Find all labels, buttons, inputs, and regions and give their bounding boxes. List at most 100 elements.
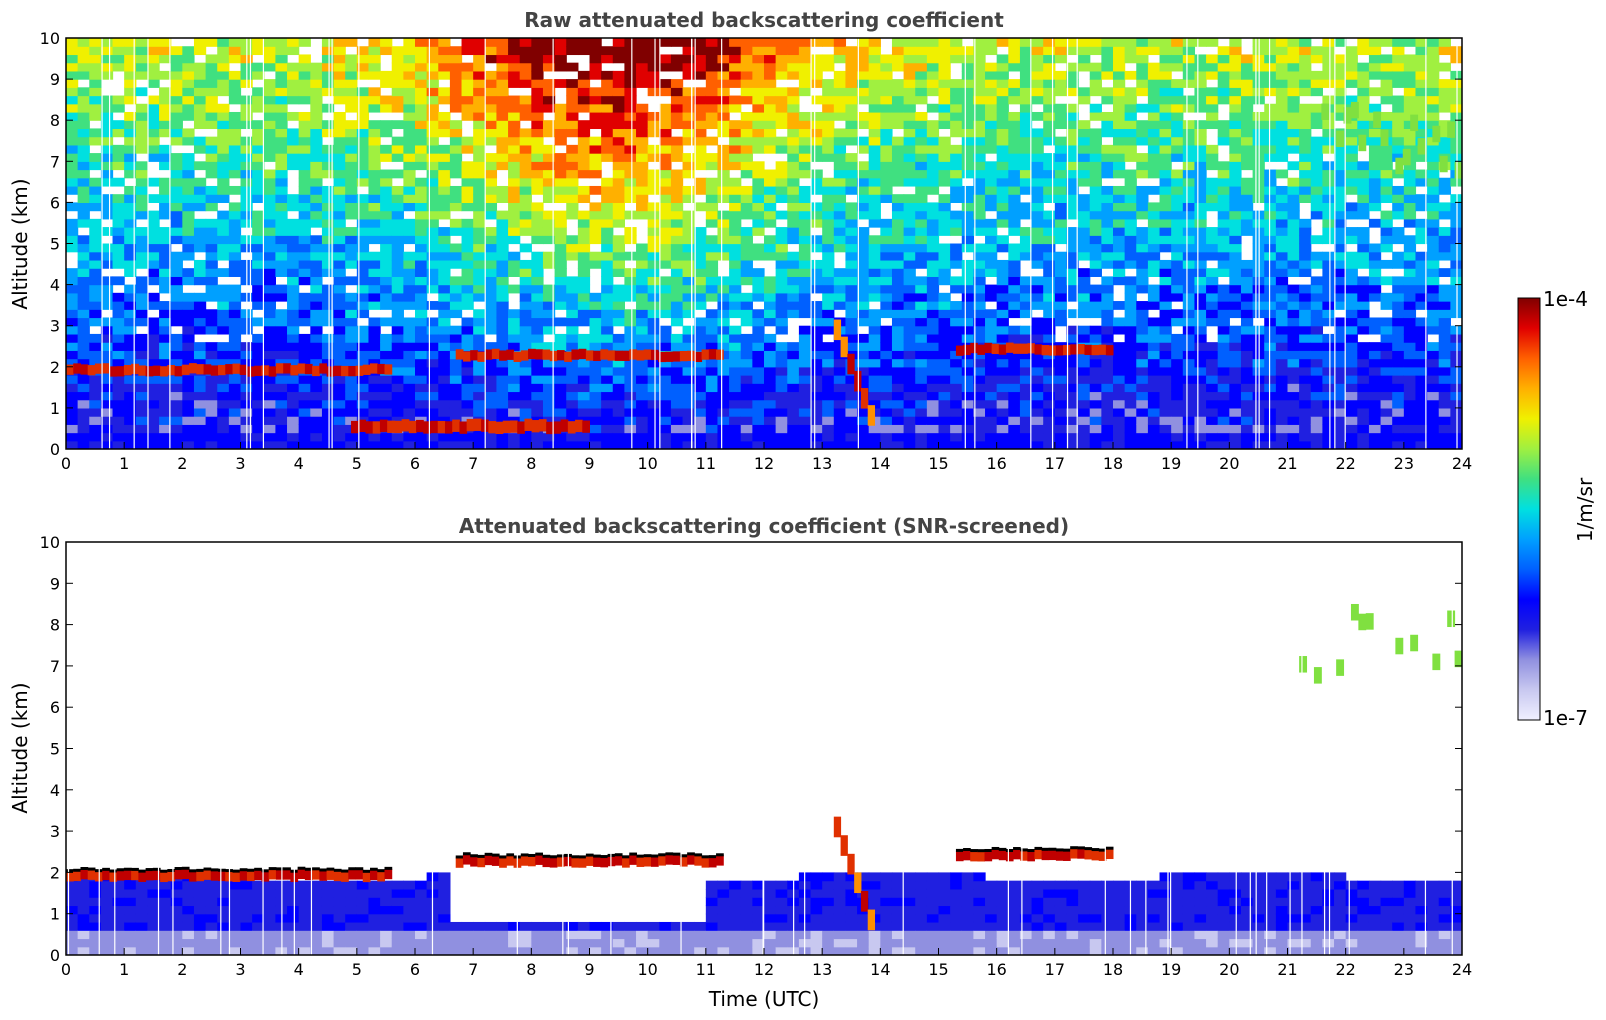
heatmap-cell — [380, 103, 393, 113]
heatmap-cell — [403, 268, 416, 277]
heatmap-cell — [601, 268, 614, 277]
heatmap-cell — [566, 416, 579, 425]
heatmap-cell — [135, 194, 149, 203]
heatmap-cell — [1275, 218, 1289, 228]
heatmap-cell — [670, 292, 684, 302]
heatmap-cell — [1043, 317, 1056, 327]
heatmap-cell — [764, 383, 777, 393]
heatmap-cell — [1031, 259, 1044, 269]
heatmap-cell — [356, 268, 370, 277]
heatmap-cell — [845, 169, 858, 179]
heatmap-cell — [554, 440, 567, 449]
heatmap-cell — [1147, 301, 1161, 310]
heatmap-cell — [857, 407, 870, 417]
heatmap-cell — [624, 120, 637, 130]
heatmap-cell — [659, 169, 672, 179]
heatmap-cell — [985, 87, 998, 97]
heatmap-cell — [903, 128, 916, 138]
heatmap-cell — [1136, 161, 1149, 171]
heatmap-cell — [1334, 218, 1347, 228]
heatmap-cell — [1124, 38, 1137, 47]
heatmap-cell — [1124, 111, 1137, 121]
heatmap-cell — [1031, 136, 1044, 146]
heatmap-cell — [1136, 128, 1149, 138]
heatmap-cell — [612, 185, 625, 195]
heatmap-cell — [577, 399, 591, 409]
heatmap-cell — [670, 342, 684, 351]
heatmap-cell — [1287, 350, 1300, 360]
heatmap-cell — [682, 407, 695, 417]
heatmap-cell — [833, 38, 847, 47]
heatmap-cell — [787, 218, 800, 228]
heatmap-cell — [1287, 62, 1300, 72]
heatmap-cell — [321, 243, 335, 253]
heatmap-cell — [833, 144, 847, 154]
heatmap-cell — [1299, 350, 1312, 360]
heatmap-cell — [508, 120, 521, 130]
heatmap-cell — [1217, 284, 1230, 294]
heatmap-cell — [1147, 407, 1161, 417]
heatmap-cell — [857, 70, 870, 80]
heatmap-cell — [1089, 227, 1102, 236]
heatmap-cell — [740, 251, 753, 261]
heatmap-cell — [287, 144, 300, 154]
heatmap-cell — [77, 251, 90, 261]
heatmap-cell — [973, 79, 986, 88]
heatmap-cell — [193, 424, 207, 434]
heatmap-cell — [449, 46, 463, 56]
heatmap-cell — [961, 358, 974, 368]
heatmap-cell — [112, 375, 125, 384]
heatmap-cell — [287, 416, 300, 425]
heatmap-cell — [1275, 292, 1289, 302]
heatmap-cell — [391, 399, 404, 409]
heatmap-cell — [263, 333, 276, 343]
heatmap-cell — [903, 399, 916, 409]
heatmap-cell — [833, 153, 847, 162]
heatmap-cell — [554, 103, 567, 113]
heatmap-cell — [263, 325, 276, 335]
heatmap-cell — [287, 79, 300, 88]
heatmap-cell — [1264, 424, 1277, 434]
heatmap-cell — [868, 251, 881, 261]
heatmap-cell — [566, 194, 579, 203]
heatmap-cell — [775, 366, 788, 376]
heatmap-cell — [961, 169, 974, 179]
heatmap-cell — [217, 70, 230, 80]
heatmap-cell — [961, 416, 974, 425]
heatmap-cell — [740, 46, 753, 56]
heatmap-cell — [508, 366, 521, 376]
heatmap-cell — [775, 46, 788, 56]
heatmap-cell — [636, 375, 649, 384]
heatmap-cell — [554, 391, 567, 401]
heatmap-cell — [798, 111, 812, 121]
heatmap-cell — [345, 259, 358, 269]
heatmap-cell — [368, 70, 381, 80]
heatmap-cell — [1043, 185, 1056, 195]
heatmap-cell — [205, 416, 218, 425]
heatmap-cell — [310, 284, 323, 294]
heatmap-cell — [345, 432, 358, 442]
heatmap-cell — [1147, 62, 1161, 72]
heatmap-cell — [659, 440, 672, 449]
heatmap-cell — [170, 227, 183, 236]
heatmap-cell — [647, 366, 660, 376]
heatmap-cell — [356, 440, 370, 449]
heatmap-cell — [298, 95, 311, 105]
heatmap-cell — [1240, 136, 1254, 146]
heatmap-cell — [1124, 128, 1137, 138]
heatmap-cell — [612, 333, 625, 343]
heatmap-cell — [368, 194, 381, 203]
heatmap-cell — [205, 284, 218, 294]
heatmap-cell — [496, 38, 509, 47]
heatmap-cell — [1240, 432, 1254, 442]
heatmap-cell — [380, 95, 393, 105]
heatmap-cell — [1043, 358, 1056, 368]
heatmap-cell — [380, 128, 393, 138]
heatmap-cell — [857, 95, 870, 105]
heatmap-cell — [310, 194, 323, 203]
heatmap-cell — [252, 375, 265, 384]
heatmap-cell — [496, 301, 509, 310]
heatmap-cell — [1275, 128, 1289, 138]
heatmap-cell — [857, 87, 870, 97]
heatmap-cell — [391, 342, 404, 351]
